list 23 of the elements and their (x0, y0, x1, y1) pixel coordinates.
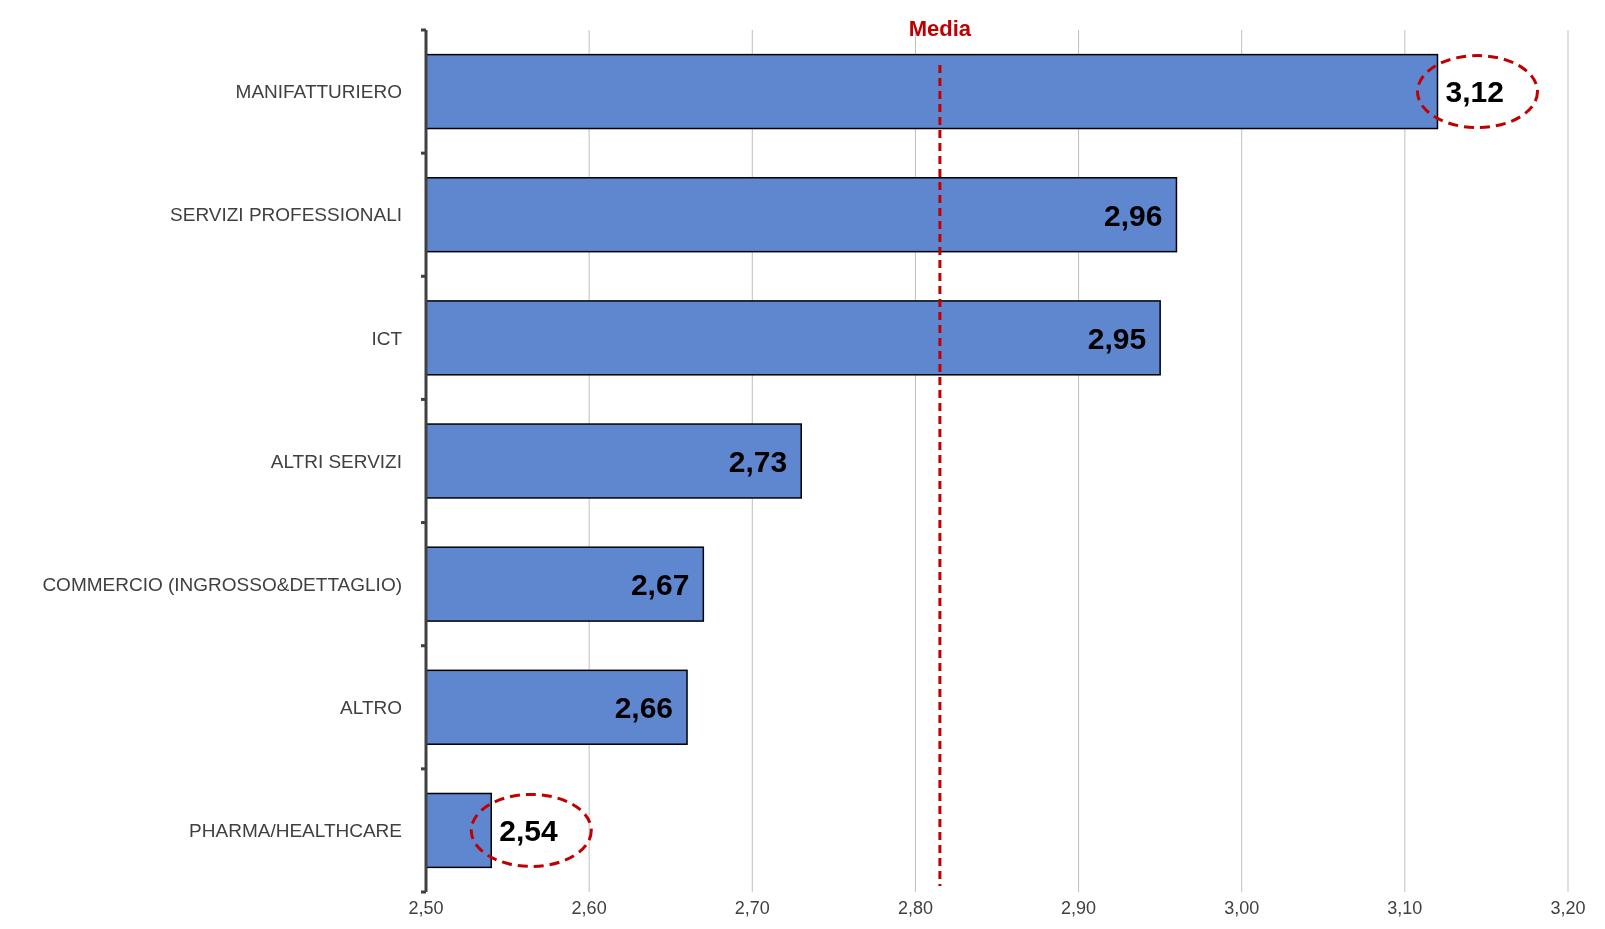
y-tick-label: MANIFATTURIERO (235, 81, 402, 103)
x-tick-label: 3,00 (1224, 898, 1260, 918)
data-label: 3,12 (1445, 75, 1504, 109)
x-tick-label: 2,70 (734, 898, 770, 918)
y-tick-label: COMMERCIO (INGROSSO&DETTAGLIO) (42, 573, 402, 595)
y-tick-label: SERVIZI PROFESSIONALI (170, 204, 402, 226)
data-label: 2,67 (630, 567, 690, 601)
y-tick-label: ALTRI SERVIZI (270, 450, 402, 472)
y-tick-label: ICT (371, 327, 403, 349)
x-tick-label: 2,60 (571, 898, 607, 918)
data-label: 2,73 (728, 444, 788, 478)
ref-line-label: Media (908, 16, 972, 41)
x-tick-label: 2,50 (408, 898, 444, 918)
data-label: 2,95 (1087, 321, 1147, 355)
y-tick-label: ALTRO (340, 696, 402, 718)
y-tick-label: PHARMA/HEALTHCARE (189, 820, 402, 842)
x-tick-label: 2,90 (1061, 898, 1097, 918)
data-label: 2,96 (1104, 198, 1163, 232)
x-tick-label: 3,20 (1550, 898, 1586, 918)
x-tick-label: 3,10 (1387, 898, 1423, 918)
data-label: 2,66 (614, 691, 674, 725)
x-tick-label: 2,80 (897, 898, 933, 918)
data-label: 2,54 (499, 814, 558, 848)
